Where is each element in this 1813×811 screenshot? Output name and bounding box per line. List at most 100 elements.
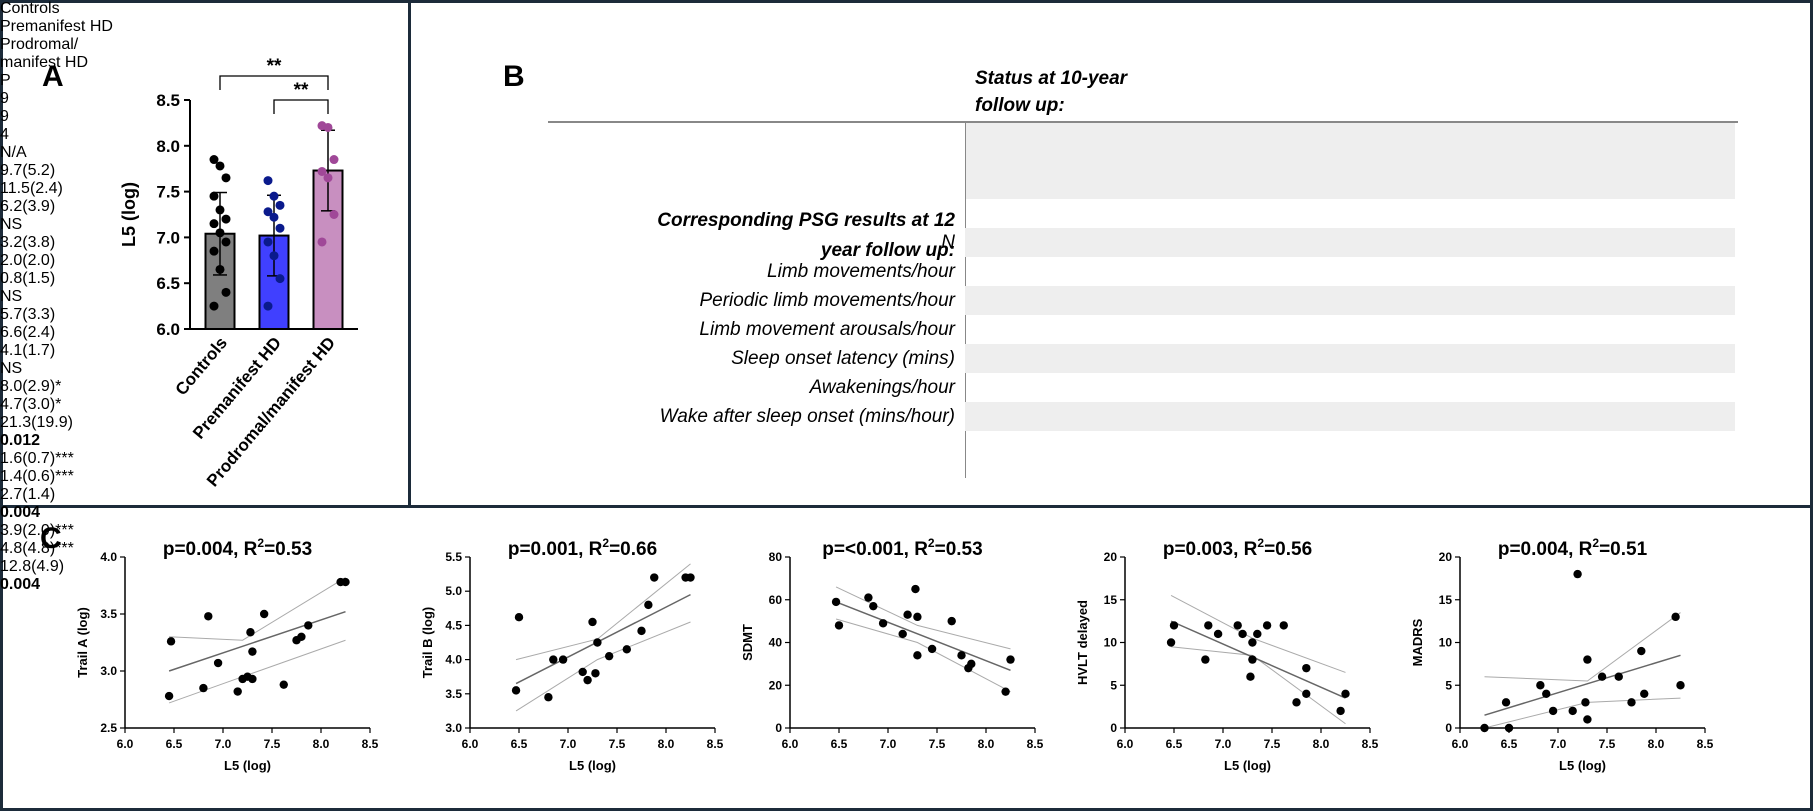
y-tick-label: 8.5	[156, 91, 180, 110]
x-tick-label: 8.5	[362, 737, 379, 751]
y-axis-label: HVLT delayed	[1075, 600, 1090, 685]
data-point	[1238, 629, 1247, 639]
row-p-value: NS	[0, 360, 23, 377]
y-tick-label: 10	[1104, 636, 1118, 650]
row-value: 2.0(2.0)	[0, 252, 56, 269]
data-point	[1542, 689, 1551, 698]
data-point	[1341, 689, 1350, 698]
x-tick-label: 6.5	[1166, 737, 1183, 751]
data-point	[317, 237, 327, 247]
data-point	[637, 626, 646, 636]
y-tick-label: 7.0	[156, 228, 180, 247]
row-value: 1.6(0.7)***	[0, 450, 74, 467]
row-value: 11.5(2.4)	[0, 180, 63, 197]
y-tick-label: 3.5	[100, 607, 117, 621]
x-tick-label: 7.5	[609, 737, 626, 751]
data-point	[209, 191, 219, 201]
col-header-premanifest: Premanifest HD	[0, 18, 113, 35]
data-point	[269, 251, 279, 261]
data-point	[588, 617, 597, 627]
data-point	[1614, 672, 1623, 681]
data-point	[263, 301, 273, 311]
significance-bracket	[273, 99, 329, 114]
data-point	[1573, 569, 1582, 579]
row-value: 3.2(3.8)	[0, 234, 56, 251]
x-tick-label: 6.5	[1501, 737, 1518, 751]
row-p-value: NS	[0, 216, 23, 233]
scatter-hvlt-delayed: p=0.003, R2=0.56 6.0 6.5 7.0 7.5 8.0 8.5 0 5 10 15…	[1075, 536, 1379, 773]
data-point	[1213, 629, 1223, 639]
row-label: Wake after sleep onset (mins/hour)	[659, 406, 955, 427]
x-tick-label: 8.5	[1027, 737, 1044, 751]
data-point	[209, 301, 219, 311]
row-label: Periodic limb movements/hour	[699, 290, 955, 311]
fit-line	[515, 593, 691, 685]
row-value: 21.3(19.9)	[0, 414, 73, 431]
x-tick-label: 8.0	[978, 737, 995, 751]
x-tick-label: 7.0	[880, 737, 897, 751]
data-point	[644, 600, 653, 610]
x-tick-label: 8.5	[1697, 737, 1714, 751]
plot-title-tail: =0.66	[609, 539, 657, 560]
y-tick-label: 60	[769, 593, 783, 607]
data-point	[591, 669, 600, 678]
plot-title-superscript: 2	[1592, 536, 1599, 550]
ci-lower-line	[835, 618, 1011, 693]
x-tick-label: 6.5	[511, 737, 528, 751]
data-point	[913, 612, 922, 622]
x-tick-label: 7.0	[1550, 737, 1567, 751]
data-point	[1006, 655, 1015, 664]
data-point	[323, 173, 333, 183]
data-point	[898, 629, 907, 639]
data-point	[864, 593, 873, 602]
y-tick-label: 20	[1104, 550, 1118, 564]
scatter-trail-b: p=0.001, R2=0.66 6.0 6.5 7.0 7.5 8.0 8.5 3.0 3.5…	[420, 536, 724, 773]
row-value: 12.8(4.9)	[0, 558, 65, 575]
data-point	[215, 264, 225, 274]
data-point	[275, 200, 285, 210]
data-point	[1536, 681, 1545, 690]
data-point	[1637, 646, 1646, 656]
data-point	[650, 573, 659, 582]
psg-results-table: Status at 10-year follow up: Controls Pr…	[0, 0, 1738, 593]
row-value: 8.0(2.9)*	[0, 378, 62, 395]
y-tick-label: 5	[1445, 678, 1452, 692]
x-tick-label: 6.0	[782, 737, 799, 751]
row-p-value: N/A	[0, 144, 27, 161]
data-point	[204, 612, 213, 621]
data-point	[1169, 621, 1179, 630]
scatter-sdmt: p=<0.001, R2=0.53 6.0 6.5 7.0 7.5 8.0 8.5 0 20 40…	[740, 536, 1044, 751]
data-point	[549, 655, 558, 664]
data-point	[166, 637, 176, 646]
data-point	[558, 655, 568, 664]
x-axis-label: L5 (log)	[1559, 758, 1606, 773]
data-point	[209, 246, 219, 256]
y-tick-label: 80	[769, 550, 783, 564]
plot-title-main: p=0.004, R	[1498, 539, 1593, 560]
data-point	[1583, 715, 1592, 724]
data-point	[213, 658, 223, 668]
x-tick-label: 8.0	[313, 737, 330, 751]
row-shade	[965, 228, 1735, 257]
data-point	[927, 644, 937, 654]
row-value: 4.8(4.8)***	[0, 540, 74, 557]
panel-label-b: B	[503, 60, 525, 93]
data-point	[199, 683, 208, 693]
x-tick-label: 7.0	[560, 737, 577, 751]
x-tick-label: 6.0	[117, 737, 134, 751]
data-point	[1501, 698, 1511, 707]
data-point	[913, 651, 922, 660]
data-point	[1548, 706, 1558, 716]
row-label: Limb movements/hour	[767, 261, 955, 282]
data-point	[903, 610, 912, 619]
data-point	[514, 612, 524, 622]
data-point	[686, 573, 695, 582]
data-point	[1504, 723, 1514, 733]
data-point	[1302, 689, 1311, 698]
data-point	[248, 647, 257, 656]
col-header-controls: Controls	[0, 0, 60, 17]
y-tick-label: 20	[1439, 550, 1453, 564]
fit-line	[835, 601, 1011, 671]
row-shade	[965, 402, 1735, 431]
scatter-madrs: p=0.004, R2=0.51 6.0 6.5 7.0 7.5 8.0 8.5 0 5 10 15…	[1410, 536, 1714, 773]
